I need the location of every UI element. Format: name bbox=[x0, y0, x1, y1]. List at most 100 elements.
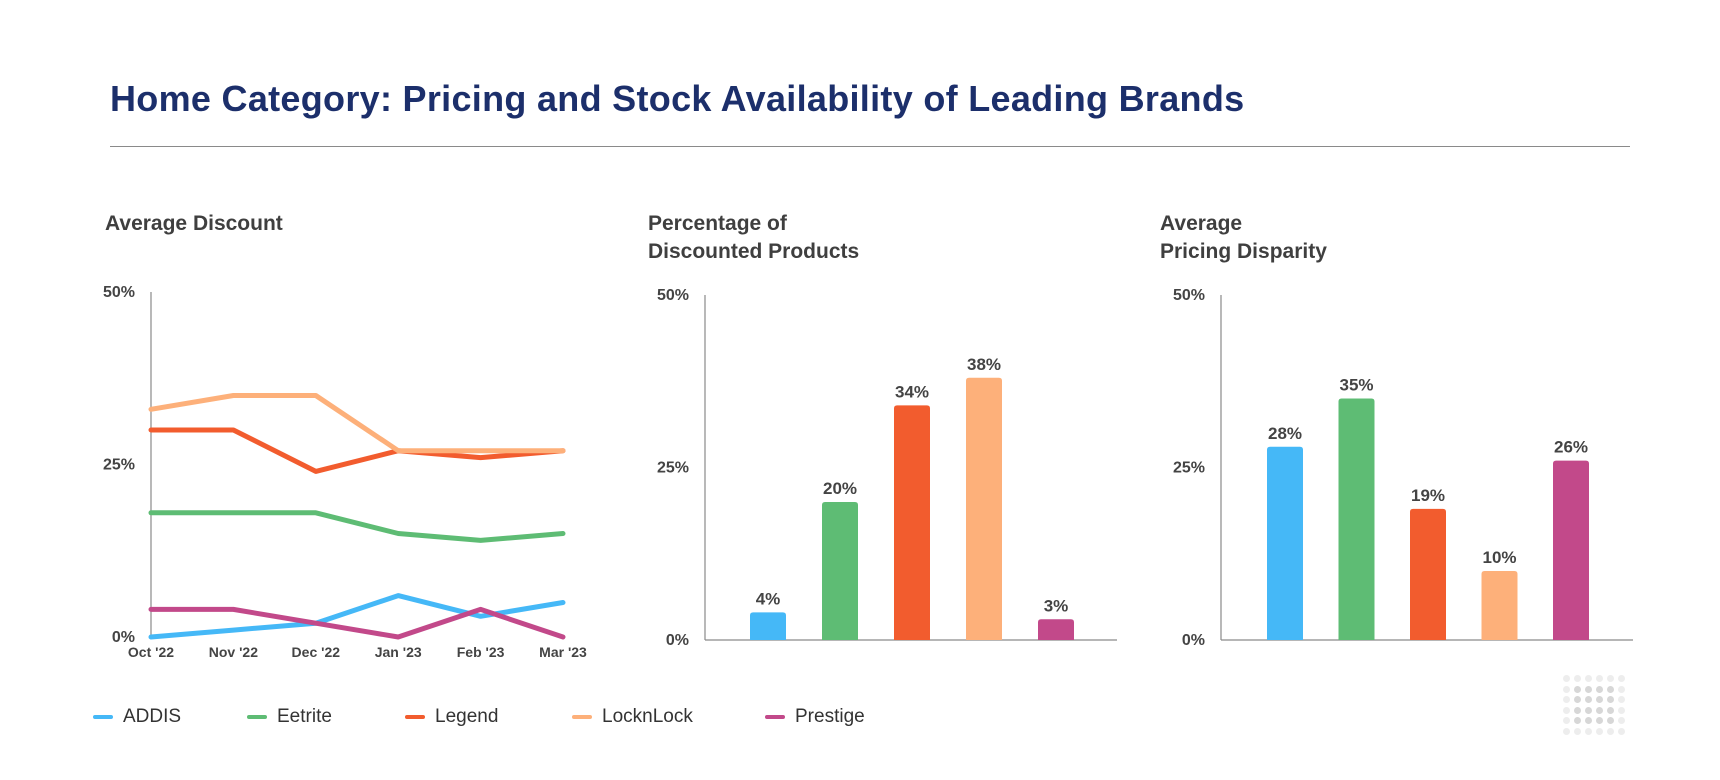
discounted-products-bar-legend bbox=[894, 405, 930, 640]
decorative-dot bbox=[1585, 706, 1592, 714]
pricing-disparity-y-tick: 50% bbox=[1173, 287, 1205, 304]
line-chart-x-tick: Dec '22 bbox=[292, 644, 341, 660]
decorative-dot bbox=[1607, 717, 1614, 724]
discounted-products-bar-label-eetrite: 20% bbox=[823, 479, 857, 498]
decorative-dot bbox=[1585, 727, 1592, 735]
discounted-products-bar-label-locknlock: 38% bbox=[967, 355, 1001, 374]
decorative-dot bbox=[1574, 706, 1581, 714]
decorative-dot bbox=[1607, 706, 1614, 714]
line-chart-y-tick: 50% bbox=[103, 284, 135, 301]
discounted-products-bar-label-prestige: 3% bbox=[1044, 596, 1069, 615]
legend-item-eetrite: Eetrite bbox=[247, 706, 332, 728]
legend-label-locknlock: LocknLock bbox=[602, 706, 693, 727]
pricing-disparity-bar-label-locknlock: 10% bbox=[1482, 548, 1516, 567]
series-line-legend bbox=[148, 427, 566, 474]
line-chart-x-tick: Jan '23 bbox=[375, 644, 422, 660]
legend-item-addis: ADDIS bbox=[93, 706, 181, 728]
decorative-dot bbox=[1607, 696, 1614, 703]
decorative-dot bbox=[1563, 675, 1570, 682]
discounted-products-bar-prestige bbox=[1038, 619, 1074, 640]
pct-discounted-title: Percentage of Discounted Products bbox=[648, 210, 859, 266]
pricing-disparity-bar-addis bbox=[1267, 446, 1303, 640]
legend-swatch-eetrite bbox=[247, 715, 267, 719]
legend-item-locknlock: LocknLock bbox=[572, 706, 693, 728]
decorative-dot bbox=[1596, 717, 1603, 724]
discounted-products-y-tick: 0% bbox=[666, 632, 689, 649]
decorative-dot bbox=[1574, 727, 1581, 735]
decorative-dot-grid bbox=[1562, 674, 1625, 736]
pricing-disparity-bar-legend bbox=[1410, 508, 1446, 640]
decorative-dot bbox=[1585, 696, 1592, 703]
title-divider bbox=[110, 146, 1630, 147]
decorative-dot bbox=[1596, 696, 1603, 703]
decorative-dot bbox=[1596, 675, 1603, 682]
discounted-products-bar-label-addis: 4% bbox=[756, 589, 781, 608]
legend-label-legend: Legend bbox=[435, 706, 499, 727]
series-line-eetrite bbox=[148, 510, 566, 543]
legend-label-prestige: Prestige bbox=[795, 706, 865, 727]
decorative-dot bbox=[1563, 685, 1570, 693]
legend-label-eetrite: Eetrite bbox=[277, 706, 332, 727]
discounted-products-bar-label-legend: 34% bbox=[895, 382, 929, 401]
discounted-products-bar-locknlock bbox=[966, 377, 1002, 640]
decorative-dot bbox=[1563, 696, 1570, 703]
decorative-dot bbox=[1574, 675, 1581, 682]
legend-swatch-legend bbox=[405, 715, 425, 719]
legend: ADDIS Eetrite Legend LocknLock Prestige bbox=[0, 706, 1720, 734]
discounted-products-y-tick: 25% bbox=[657, 460, 689, 477]
legend-swatch-prestige bbox=[765, 715, 785, 719]
decorative-dot bbox=[1574, 696, 1581, 703]
pricing-disparity-bar-prestige bbox=[1553, 460, 1589, 640]
decorative-dot bbox=[1618, 717, 1625, 724]
avg-discount-title: Average Discount bbox=[105, 210, 283, 238]
line-chart-x-tick: Feb '23 bbox=[457, 644, 505, 660]
decorative-dot bbox=[1618, 706, 1625, 714]
decorative-dot bbox=[1585, 685, 1592, 693]
decorative-dot bbox=[1607, 685, 1614, 693]
decorative-dot bbox=[1596, 706, 1603, 714]
decorative-dot bbox=[1618, 685, 1625, 693]
pricing-disparity-bar-locknlock bbox=[1481, 571, 1518, 640]
pricing-disparity-title-line2: Pricing Disparity bbox=[1160, 240, 1327, 263]
decorative-dot bbox=[1563, 717, 1570, 724]
decorative-dot bbox=[1563, 727, 1570, 735]
pricing-disparity-title: Average Pricing Disparity bbox=[1160, 210, 1327, 266]
legend-item-legend: Legend bbox=[405, 706, 498, 728]
pricing-disparity-bar-label-legend: 19% bbox=[1411, 486, 1445, 505]
decorative-dot bbox=[1574, 685, 1581, 693]
avg-discount-title-text: Average Discount bbox=[105, 212, 283, 235]
pricing-disparity-bar-label-prestige: 26% bbox=[1554, 438, 1588, 457]
decorative-dot bbox=[1618, 727, 1625, 735]
page-title: Home Category: Pricing and Stock Availab… bbox=[110, 78, 1245, 119]
pricing-disparity-y-tick: 25% bbox=[1173, 460, 1205, 477]
pricing-disparity-bar-label-eetrite: 35% bbox=[1339, 376, 1373, 395]
line-chart-y-tick: 0% bbox=[112, 629, 135, 646]
legend-item-prestige: Prestige bbox=[765, 706, 865, 728]
series-line-locknlock bbox=[148, 393, 566, 454]
legend-swatch-addis bbox=[93, 715, 113, 719]
discounted-products-bar-addis bbox=[750, 612, 786, 640]
decorative-dot bbox=[1607, 727, 1614, 735]
pricing-disparity-y-tick: 0% bbox=[1182, 632, 1205, 649]
pct-discounted-title-line1: Percentage of bbox=[648, 212, 787, 235]
pricing-disparity-bar-eetrite bbox=[1338, 398, 1375, 640]
line-chart-y-tick: 25% bbox=[103, 457, 135, 474]
decorative-dot bbox=[1596, 685, 1603, 693]
decorative-dot bbox=[1618, 675, 1625, 682]
decorative-dot bbox=[1585, 675, 1592, 682]
line-chart-x-tick: Nov '22 bbox=[209, 644, 258, 660]
pct-discounted-title-line2: Discounted Products bbox=[648, 240, 860, 263]
decorative-dot bbox=[1596, 727, 1603, 735]
decorative-dot bbox=[1574, 717, 1581, 724]
line-chart-x-tick: Oct '22 bbox=[128, 644, 174, 660]
series-line-prestige bbox=[148, 606, 566, 640]
discounted-products-y-tick: 50% bbox=[657, 287, 689, 304]
decorative-dot bbox=[1585, 717, 1592, 724]
legend-swatch-locknlock bbox=[572, 715, 592, 719]
discounted-products-bar-eetrite bbox=[822, 502, 858, 640]
decorative-dot bbox=[1563, 706, 1570, 714]
decorative-dot bbox=[1618, 696, 1625, 703]
pricing-disparity-bar-label-addis: 28% bbox=[1268, 424, 1302, 443]
line-chart-x-tick: Mar '23 bbox=[539, 644, 587, 660]
